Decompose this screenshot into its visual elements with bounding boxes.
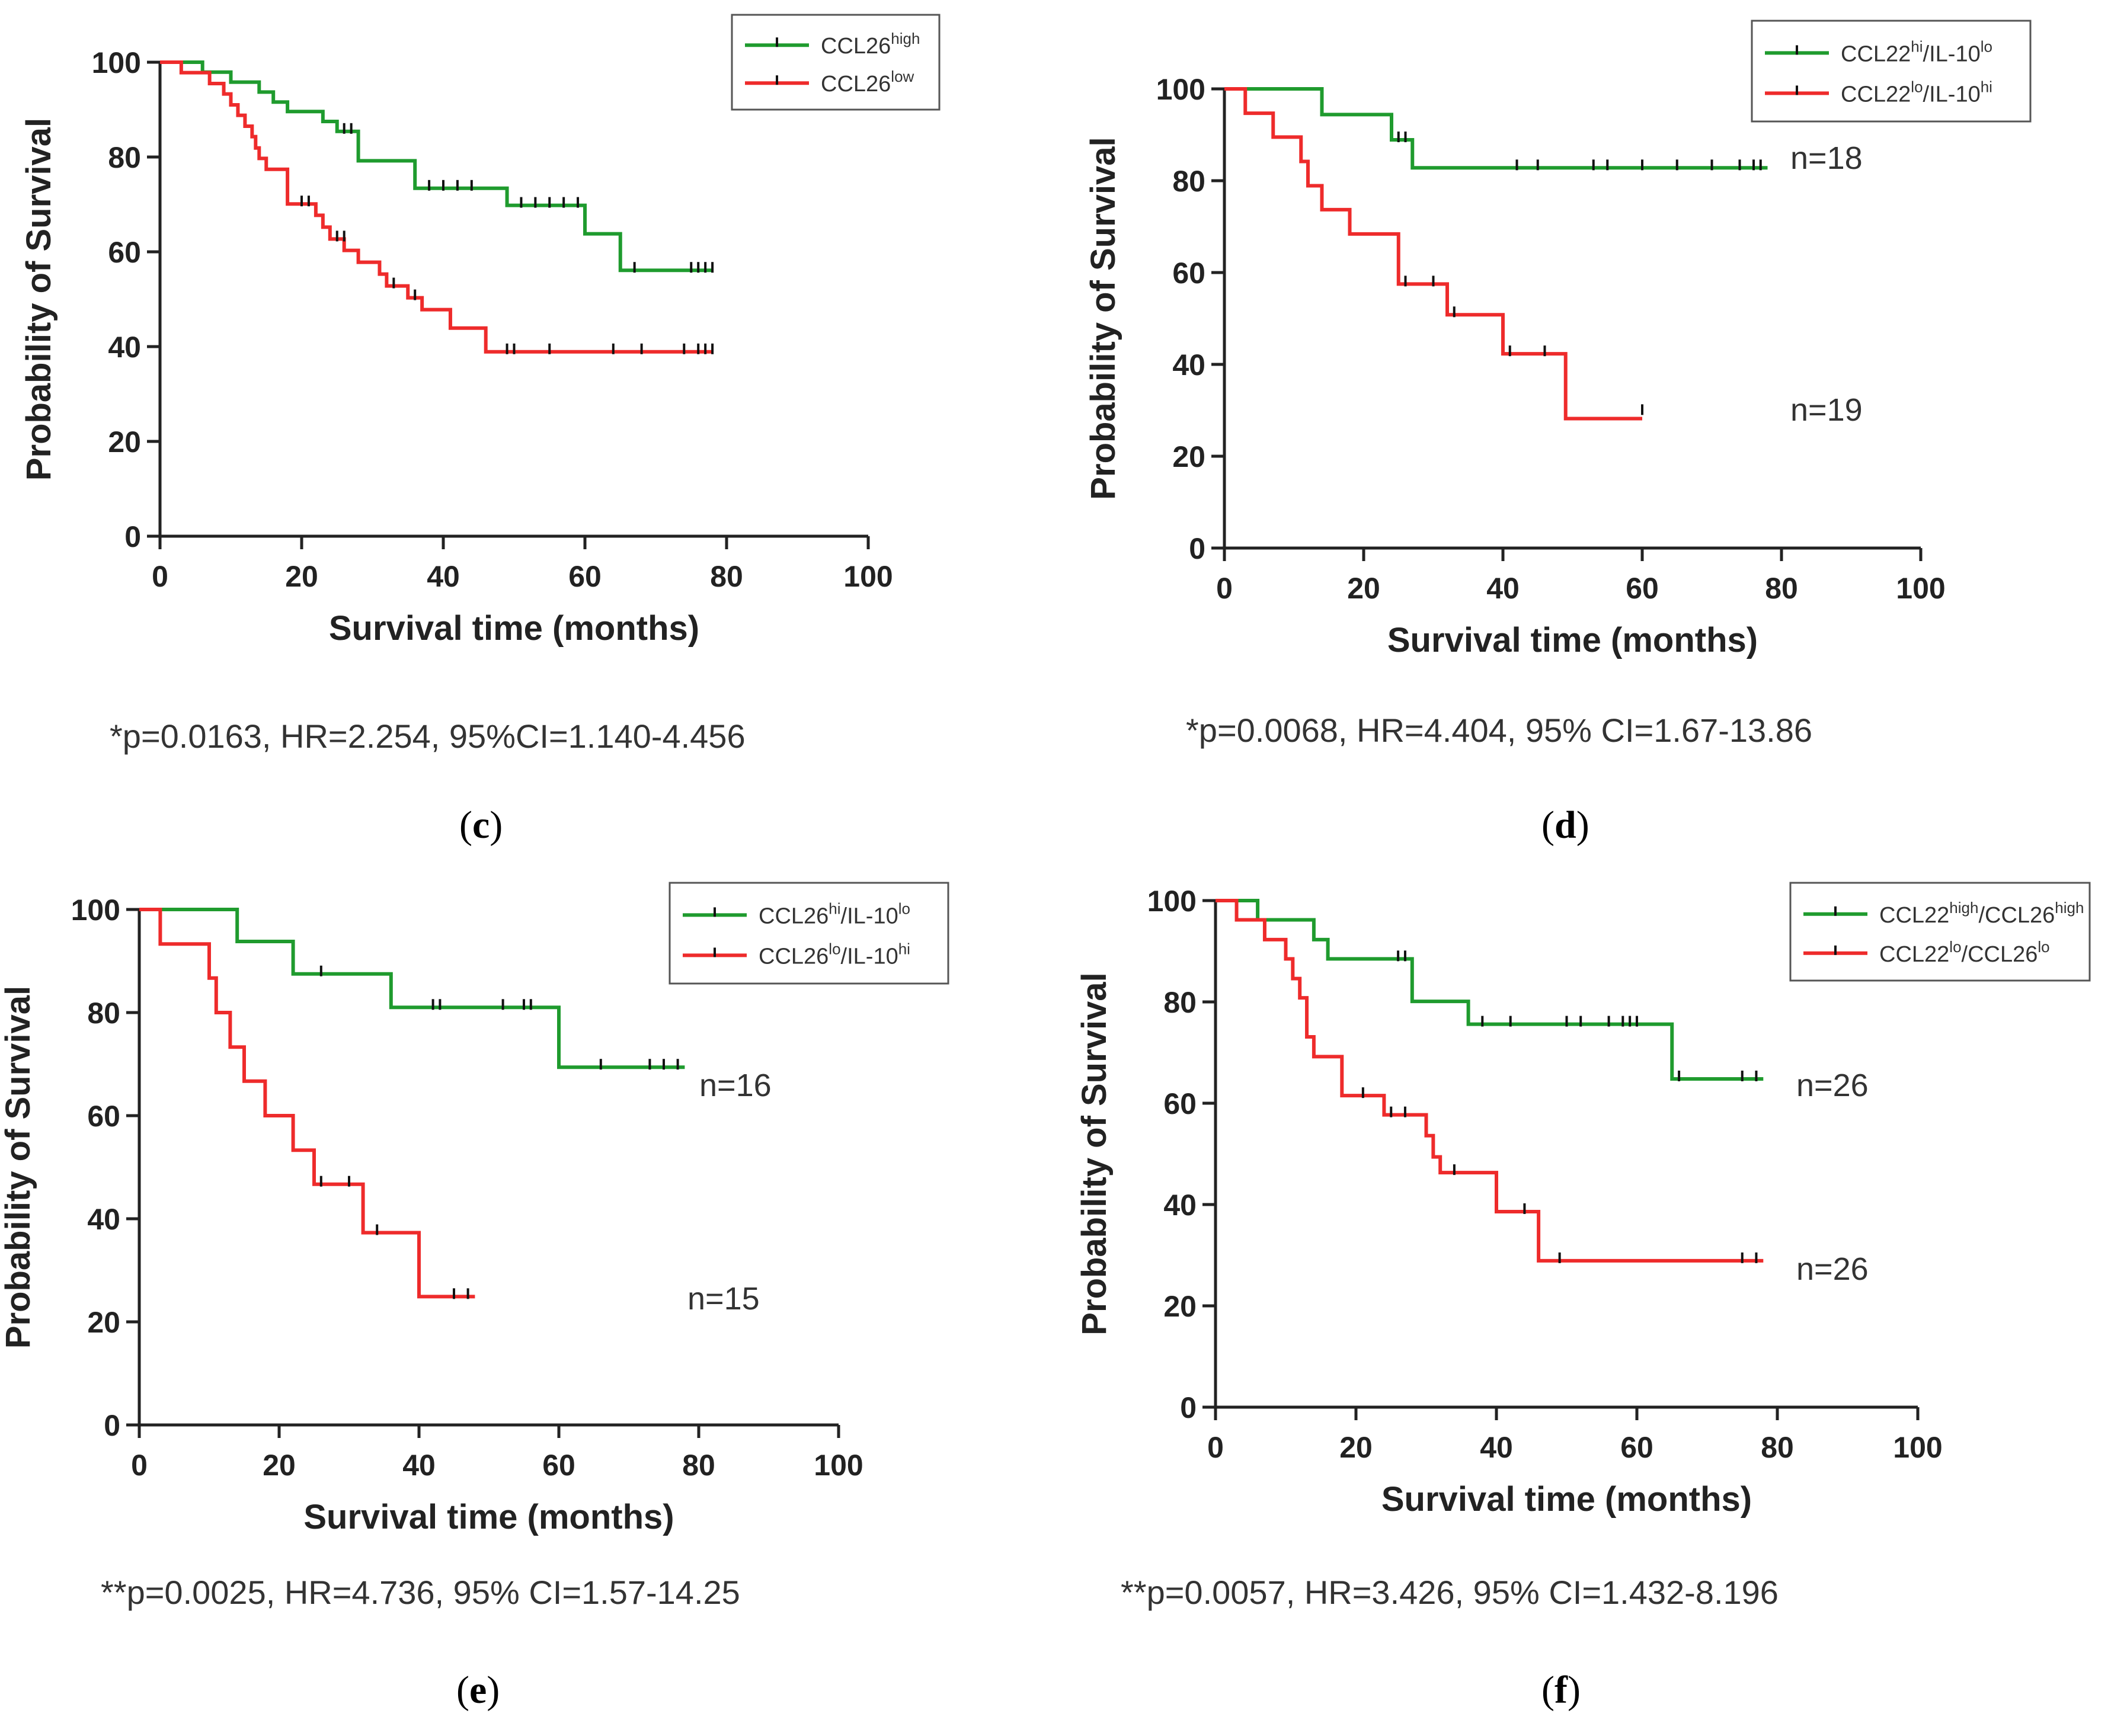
stat-text-f: **p=0.0057, HR=3.426, 95% CI=1.432-8.196 [1121,1574,1779,1611]
y-tick-label-c: 20 [108,425,141,459]
panel-e: 0 20 40 60 80 100 0 20 40 60 80 100 Survival time (m… [0,871,1055,1736]
x-axis-title-c: Survival time (months) [329,609,699,648]
y-axis-title-c: Probability of Survival [20,118,58,481]
x-axis-title-e: Survival time (months) [303,1498,674,1536]
legend-label-e: CCL26lo/IL-10hi [759,940,910,969]
y-tick-label-c: 100 [92,46,141,79]
y-tick-label-e: 0 [104,1409,120,1442]
stat-text-c: *p=0.0163, HR=2.254, 95%CI=1.140-4.456 [110,718,746,755]
x-tick-label-f: 20 [1339,1431,1373,1464]
stat-text-d: *p=0.0068, HR=4.404, 95% CI=1.67-13.86 [1186,712,1812,749]
x-tick-label-e: 100 [814,1449,863,1482]
y-tick-label-f: 80 [1163,986,1197,1019]
n-label-e: n=15 [687,1281,760,1317]
x-tick-label-f: 60 [1620,1431,1653,1464]
km-chart-f: 0 20 40 60 80 100 0 20 40 60 80 100 Survival time (m… [1075,882,2091,1519]
y-tick-label-e: 100 [71,893,120,927]
x-tick-label-f: 40 [1480,1431,1513,1464]
y-tick-label-e: 40 [87,1203,120,1236]
x-tick-label-e: 60 [542,1449,575,1482]
panel-label-c: (c) [459,803,503,847]
y-axis-title-e: Probability of Survival [0,986,37,1349]
legend-box-d [1751,20,2032,123]
panel-d: 0 20 40 60 80 100 0 20 40 60 80 100 Survival time (m… [1056,0,2111,868]
y-tick-label-d: 60 [1172,257,1205,290]
x-tick-label-c: 20 [285,560,318,593]
y-tick-label-f: 40 [1163,1189,1197,1222]
x-tick-label-d: 100 [1896,572,1945,605]
legend-label-d: CCL22hi/IL-10lo [1841,37,1992,66]
legend-label-e: CCL26hi/IL-10lo [759,899,910,928]
panel-label-f: (f) [1541,1668,1581,1712]
y-tick-label-e: 80 [87,997,120,1030]
legend-box-f [1789,882,2091,982]
n-label-d: n=18 [1790,140,1863,176]
x-tick-label-d: 0 [1216,572,1233,605]
x-tick-label-d: 80 [1765,572,1798,605]
y-tick-label-f: 60 [1163,1087,1197,1120]
x-tick-label-f: 100 [1893,1431,1942,1464]
x-tick-label-e: 20 [263,1449,296,1482]
km-curve-d-high [1224,87,1768,170]
x-axis-title-d: Survival time (months) [1387,621,1758,659]
x-tick-label-e: 40 [402,1449,436,1482]
legend-label-c: CCL26high [821,30,920,59]
x-tick-label-c: 100 [843,560,893,593]
y-tick-label-d: 80 [1172,165,1205,198]
x-tick-label-e: 0 [131,1449,148,1482]
x-tick-label-c: 60 [568,560,602,593]
y-tick-label-c: 0 [124,520,141,553]
legend-box-e [669,882,949,985]
y-tick-label-d: 40 [1172,348,1205,382]
y-tick-label-d: 0 [1189,532,1205,565]
x-tick-label-f: 80 [1761,1431,1794,1464]
x-axis-title-f: Survival time (months) [1381,1480,1752,1519]
y-tick-label-f: 20 [1163,1290,1197,1323]
km-curve-f-low [1216,899,1764,1263]
legend-box-c [731,14,941,111]
y-tick-label-f: 0 [1180,1391,1197,1424]
legend-label-c: CCL26low [821,68,914,97]
n-label-e: n=16 [699,1068,772,1103]
y-tick-label-c: 40 [108,331,141,364]
legend-label-f: CCL22lo/CCL26lo [1879,938,2050,967]
panel-c: 0 20 40 60 80 100 0 20 40 60 80 100 Survival time (m… [0,0,1055,868]
km-chart-e: 0 20 40 60 80 100 0 20 40 60 80 100 Survival time (m… [0,882,949,1536]
x-tick-label-f: 0 [1207,1431,1224,1464]
panel-label-e: (e) [456,1668,500,1712]
km-curve-c-high [160,60,713,273]
n-label-f: n=26 [1796,1251,1869,1287]
km-chart-d: 0 20 40 60 80 100 0 20 40 60 80 100 Survival time (m… [1084,20,2032,659]
stat-text-e: **p=0.0025, HR=4.736, 95% CI=1.57-14.25 [101,1574,740,1611]
panel-f: 0 20 40 60 80 100 0 20 40 60 80 100 Survival time (m… [1056,871,2111,1736]
y-tick-label-d: 100 [1156,73,1205,106]
x-tick-label-c: 0 [152,560,168,593]
y-tick-label-e: 20 [87,1306,120,1339]
x-tick-label-d: 60 [1626,572,1659,605]
y-tick-label-c: 80 [108,141,141,174]
y-tick-label-c: 60 [108,236,141,269]
km-curve-c-low [160,60,713,354]
y-tick-label-e: 60 [87,1100,120,1133]
legend-label-d: CCL22lo/IL-10hi [1841,78,1992,107]
x-tick-label-e: 80 [682,1449,715,1482]
x-tick-label-c: 80 [710,560,743,593]
km-chart-c: 0 20 40 60 80 100 0 20 40 60 80 100 Survival time (m… [20,14,941,648]
km-curve-f-high [1216,899,1764,1081]
y-tick-label-f: 100 [1147,885,1197,918]
panel-label-d: (d) [1541,803,1589,847]
y-axis-title-d: Probability of Survival [1084,137,1122,499]
y-axis-title-f: Probability of Survival [1075,972,1114,1335]
legend-label-f: CCL22high/CCL26high [1879,899,2084,928]
x-tick-label-d: 40 [1486,572,1520,605]
y-tick-label-d: 20 [1172,440,1205,473]
km-curve-e-low [139,908,475,1299]
km-curve-d-low [1224,87,1642,421]
x-tick-label-d: 20 [1347,572,1380,605]
x-tick-label-c: 40 [427,560,460,593]
n-label-d: n=19 [1790,392,1863,428]
n-label-f: n=26 [1796,1068,1869,1103]
km-curve-e-high [139,908,685,1069]
